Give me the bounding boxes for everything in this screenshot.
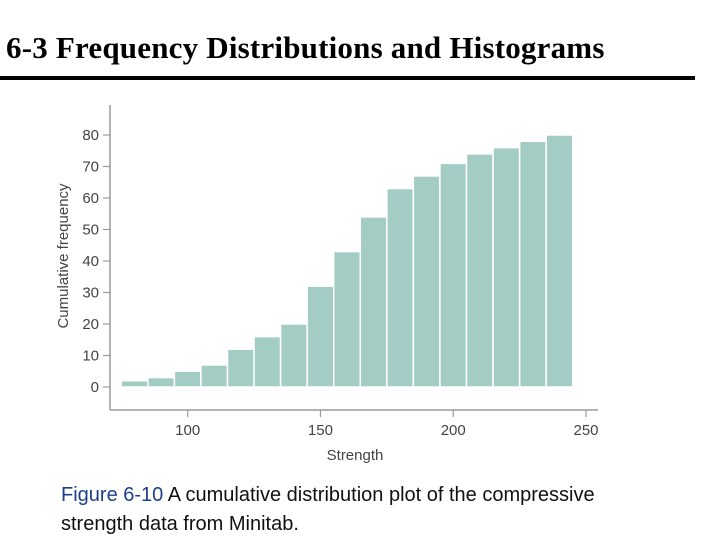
y-tick-label-10: 10 <box>82 348 99 365</box>
y-tick-label-30: 30 <box>82 285 99 302</box>
bar-15 <box>518 140 547 388</box>
bar-7 <box>306 285 335 388</box>
bar-1 <box>147 376 176 388</box>
y-tick-label-40: 40 <box>82 253 99 270</box>
x-tick-label-100: 100 <box>175 422 200 439</box>
bar-0 <box>120 379 149 388</box>
x-axis-label: Strength <box>327 447 384 464</box>
axes-group <box>109 105 598 411</box>
figure-caption-text: A cumulative distribution plot of the co… <box>61 484 595 535</box>
title-divider <box>0 76 695 80</box>
bar-5 <box>253 335 282 388</box>
bar-2 <box>173 370 202 388</box>
bar-13 <box>465 153 494 388</box>
y-tick-label-0: 0 <box>91 379 99 396</box>
y-tick-label-60: 60 <box>82 190 99 207</box>
bars-group <box>120 134 574 388</box>
bar-16 <box>545 134 574 388</box>
bar-8 <box>332 250 362 388</box>
y-tick-label-70: 70 <box>82 159 99 176</box>
bar-9 <box>359 216 388 388</box>
y-tick-label-80: 80 <box>82 127 99 144</box>
slide-title: 6-3 Frequency Distributions and Histogra… <box>6 30 605 65</box>
y-axis-label: Cumulative frequency <box>55 183 72 329</box>
bar-12 <box>439 162 468 388</box>
y-tick-label-20: 20 <box>82 316 99 333</box>
figure-caption: Figure 6-10 A cumulative distribution pl… <box>61 481 661 539</box>
bar-14 <box>492 146 521 388</box>
x-tick-label-200: 200 <box>441 422 466 439</box>
y-tick-label-50: 50 <box>82 222 99 239</box>
bar-6 <box>279 323 308 388</box>
bar-4 <box>226 348 255 388</box>
ticks-group: 0 10 20 30 40 50 60 70 80 100 150 200 250 <box>82 127 598 439</box>
figure-label: Figure 6-10 <box>61 484 164 506</box>
x-tick-label-150: 150 <box>308 422 333 439</box>
bar-11 <box>412 175 441 388</box>
bar-3 <box>200 364 229 388</box>
bar-10 <box>386 187 415 388</box>
x-tick-label-250: 250 <box>573 422 598 439</box>
